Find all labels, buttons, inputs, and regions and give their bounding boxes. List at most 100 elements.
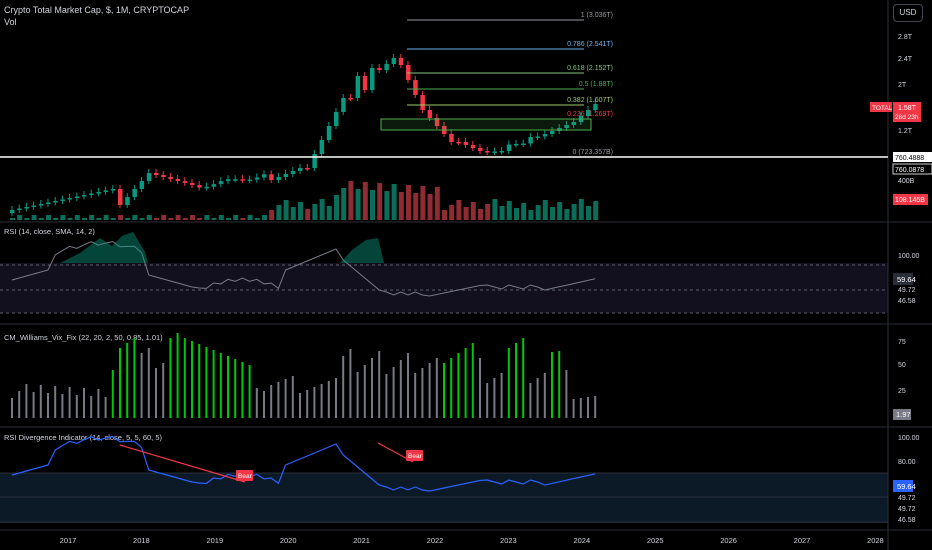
fib-level-label: 1 (3.036T)	[581, 12, 613, 19]
volume-bar	[89, 215, 95, 220]
div-axis-tick: 100.00	[898, 435, 920, 442]
volume-bar	[319, 199, 325, 220]
price-candle	[254, 177, 260, 180]
currency-button[interactable]: USD	[893, 4, 923, 22]
price-candle	[211, 184, 217, 187]
volume-bar	[218, 215, 224, 220]
vix-bar	[529, 383, 532, 418]
price-candle	[240, 179, 245, 181]
vix-bar	[39, 385, 42, 418]
vix-bar	[291, 376, 294, 418]
vix-bar	[385, 374, 388, 418]
volume-bar	[82, 218, 87, 220]
vix-bar	[263, 391, 265, 418]
vix-bar	[320, 384, 323, 418]
vix-bar	[147, 348, 150, 418]
vix-bar	[414, 373, 417, 418]
time-axis-label: 2026	[720, 536, 737, 545]
bear-label: Bear	[238, 473, 253, 480]
volume-bar	[334, 195, 339, 220]
price-candle	[96, 192, 101, 194]
volume-bar	[506, 201, 512, 220]
vix-bar	[299, 393, 301, 418]
price-candle	[463, 142, 469, 145]
vix-bar	[543, 373, 546, 418]
price-candle	[218, 181, 224, 185]
price-candle	[269, 174, 274, 180]
price-candle	[542, 134, 548, 137]
fib-level-label: 0.618 (2.152T)	[567, 65, 613, 72]
vix-bar	[313, 387, 316, 418]
volume-bar	[175, 215, 181, 220]
volume-bar	[514, 208, 519, 220]
div-title: RSI Divergence Indicator (14, close, 5, …	[4, 433, 162, 442]
vix-axis-tick: 50	[898, 362, 906, 369]
vix-bar	[61, 394, 64, 418]
vix-value: 1.97	[896, 410, 911, 419]
vix-bar	[335, 378, 337, 418]
volume-bar	[434, 187, 440, 220]
price-candle	[470, 145, 476, 148]
vix-bar	[18, 391, 21, 418]
rsi-overbought-fill	[60, 232, 148, 263]
volume-bar	[492, 199, 498, 220]
vix-axis-tick: 75	[898, 339, 906, 346]
volume-bar	[528, 210, 534, 220]
vix-bar	[371, 358, 373, 418]
vix-bar	[54, 386, 57, 418]
price-candle	[139, 181, 145, 189]
fib-level-label: 0 (723.357B)	[573, 149, 613, 156]
vix-bar	[90, 396, 93, 418]
price-candle	[283, 174, 289, 177]
volume-bar	[125, 218, 131, 220]
vix-bar	[205, 347, 208, 418]
vix-bar	[349, 349, 352, 418]
div-band	[0, 473, 888, 523]
volume-bar	[31, 215, 37, 220]
price-candle	[305, 168, 310, 170]
price-candle	[154, 173, 159, 175]
volume-bar	[542, 200, 548, 220]
vix-bar	[11, 398, 13, 418]
bear-label-box-2	[406, 450, 423, 461]
vix-bar	[421, 368, 424, 418]
fib-level-label: 0.236 (1.269T)	[567, 111, 613, 118]
volume-bar	[10, 218, 15, 220]
price-candle	[413, 80, 418, 95]
price-candle	[10, 210, 15, 213]
volume-bar	[456, 200, 462, 220]
volume-bar	[348, 181, 354, 220]
volume-bar	[146, 215, 152, 220]
vix-bar	[83, 388, 85, 418]
volume-bar	[190, 215, 195, 220]
volume-bar	[60, 215, 66, 220]
vix-bar	[284, 379, 287, 418]
price-candle	[535, 136, 541, 138]
volume-bar	[341, 188, 347, 220]
vix-bar	[25, 384, 28, 418]
volume-bar	[290, 207, 296, 220]
fib-level-label: 0.382 (1.607T)	[567, 97, 613, 104]
volume-bar	[355, 189, 361, 220]
vix-bar	[471, 343, 474, 418]
volume-bar	[233, 215, 239, 220]
total-price-tag	[893, 102, 921, 122]
price-candle	[391, 58, 397, 64]
bear-label-box	[236, 470, 253, 481]
div-sub-value: 46.58	[898, 517, 916, 524]
volume-bar	[427, 194, 433, 220]
vix-bar	[579, 398, 582, 418]
price-candle	[521, 143, 526, 145]
price-candle	[17, 208, 22, 210]
price-candle	[53, 201, 58, 203]
vix-bar	[119, 348, 121, 418]
volume-bar	[67, 218, 73, 220]
volume-bar	[240, 218, 246, 220]
price-candle	[118, 189, 123, 205]
time-axis-label: 2024	[573, 536, 590, 545]
vix-bar	[392, 367, 395, 418]
div-value: 59.64	[897, 482, 916, 491]
volume-bar	[204, 215, 210, 220]
vix-bar	[594, 396, 597, 418]
